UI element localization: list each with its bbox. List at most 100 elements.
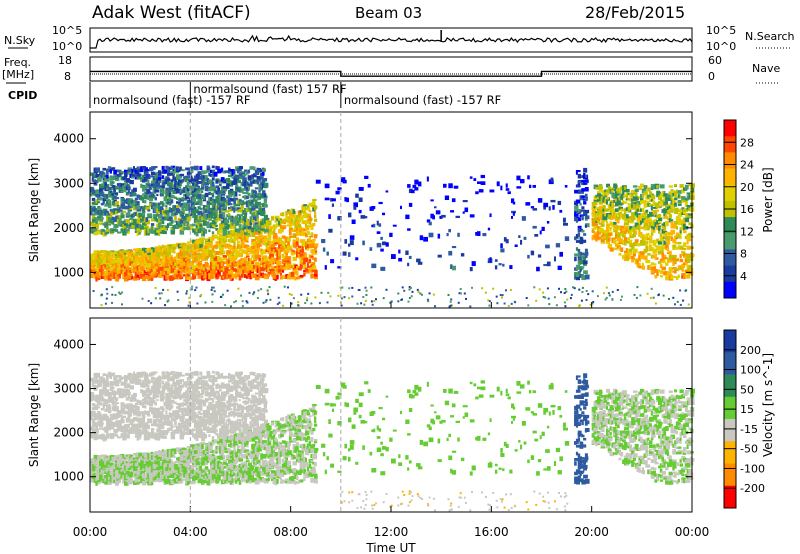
- power-cell: [100, 255, 104, 260]
- power-cell: [629, 231, 632, 236]
- power-cell: [179, 229, 185, 235]
- power-cell: [645, 209, 649, 213]
- power-noise-cell: [265, 299, 268, 302]
- power-cell: [90, 210, 93, 216]
- power-cell: [190, 207, 195, 212]
- power-cell: [240, 189, 244, 193]
- power-cell: [647, 213, 650, 218]
- power-cell: [211, 216, 215, 219]
- power-cell: [152, 166, 158, 169]
- power-cell: [145, 167, 148, 171]
- power-cell: [346, 197, 349, 203]
- power-cell: [118, 219, 122, 224]
- power-cell: [674, 207, 679, 211]
- power-cell: [416, 258, 421, 263]
- power-cell: [168, 193, 172, 197]
- power-cell: [104, 193, 107, 197]
- power-region-evening-ground-scatter: [591, 183, 695, 281]
- power-cell: [658, 230, 661, 234]
- power-cell: [124, 180, 128, 183]
- power-cell: [116, 174, 122, 177]
- power-cell: [116, 217, 119, 221]
- power-cell: [111, 167, 116, 170]
- power-cell: [321, 239, 326, 244]
- power-cell: [408, 255, 412, 259]
- power-cell: [631, 255, 635, 260]
- power-cell: [90, 206, 93, 210]
- power-cell: [138, 250, 142, 256]
- power-cell: [616, 216, 621, 220]
- power-region-midday-patchy: [315, 174, 570, 272]
- power-cell: [183, 202, 188, 205]
- power-cell: [193, 165, 199, 171]
- power-cell: [159, 259, 163, 263]
- power-cell: [152, 184, 156, 190]
- power-cell: [220, 242, 224, 248]
- power-cell: [288, 248, 292, 251]
- power-cell: [245, 218, 248, 222]
- power-cell: [253, 195, 256, 201]
- power-cell: [684, 213, 688, 217]
- power-cell: [668, 219, 674, 223]
- power-cell: [134, 269, 138, 274]
- power-cell: [118, 253, 121, 257]
- power-cell: [219, 241, 223, 246]
- power-cell: [516, 186, 522, 189]
- power-cell: [618, 206, 623, 210]
- power-noise-cell: [548, 303, 551, 306]
- power-cell: [211, 250, 216, 254]
- power-cell: [674, 269, 677, 274]
- nsky-trace: [90, 30, 693, 49]
- power-cell: [292, 250, 296, 254]
- power-cell: [131, 203, 134, 208]
- power-cell: [197, 198, 202, 202]
- power-cell: [285, 274, 289, 277]
- power-noise-cell: [458, 292, 461, 295]
- power-cell: [170, 254, 173, 258]
- power-cell: [236, 187, 240, 191]
- power-cell: [574, 253, 579, 257]
- power-cell: [296, 251, 299, 255]
- power-cell: [312, 207, 316, 212]
- power-cell: [602, 208, 605, 212]
- power-cell: [258, 231, 261, 234]
- power-cell: [174, 206, 177, 210]
- power-cell: [222, 206, 226, 210]
- power-cell: [593, 226, 597, 230]
- power-cell: [140, 167, 144, 173]
- power-cell: [165, 190, 170, 195]
- power-cell: [170, 249, 174, 253]
- power-cell: [258, 189, 261, 193]
- power-cell: [195, 257, 199, 261]
- power-cell: [154, 275, 158, 278]
- power-cell: [358, 209, 362, 214]
- power-cell: [129, 261, 133, 266]
- power-cell: [647, 226, 650, 231]
- power-cell: [99, 256, 102, 261]
- power-cell: [292, 263, 296, 269]
- power-cell: [136, 228, 140, 231]
- power-cell: [215, 165, 218, 170]
- power-cell: [672, 223, 677, 229]
- power-cell: [615, 184, 618, 189]
- power-cell: [224, 271, 227, 276]
- power-noise-cell: [672, 296, 675, 299]
- power-cell: [262, 249, 267, 255]
- power-cell: [131, 213, 135, 218]
- power-cell: [204, 268, 208, 272]
- power-cell: [229, 238, 233, 243]
- power-cell: [192, 201, 195, 204]
- power-cell: [136, 261, 139, 264]
- power-cell: [161, 175, 165, 179]
- power-cell: [262, 171, 265, 176]
- power-cell: [650, 254, 654, 259]
- power-cell: [129, 217, 134, 221]
- power-cell: [279, 228, 284, 233]
- power-cell: [584, 180, 588, 183]
- power-cell: [505, 239, 509, 244]
- power-cell: [177, 208, 181, 212]
- power-cell: [294, 229, 297, 232]
- power-cell: [125, 258, 128, 264]
- power-noise-cell: [267, 293, 270, 296]
- power-cell: [238, 172, 243, 176]
